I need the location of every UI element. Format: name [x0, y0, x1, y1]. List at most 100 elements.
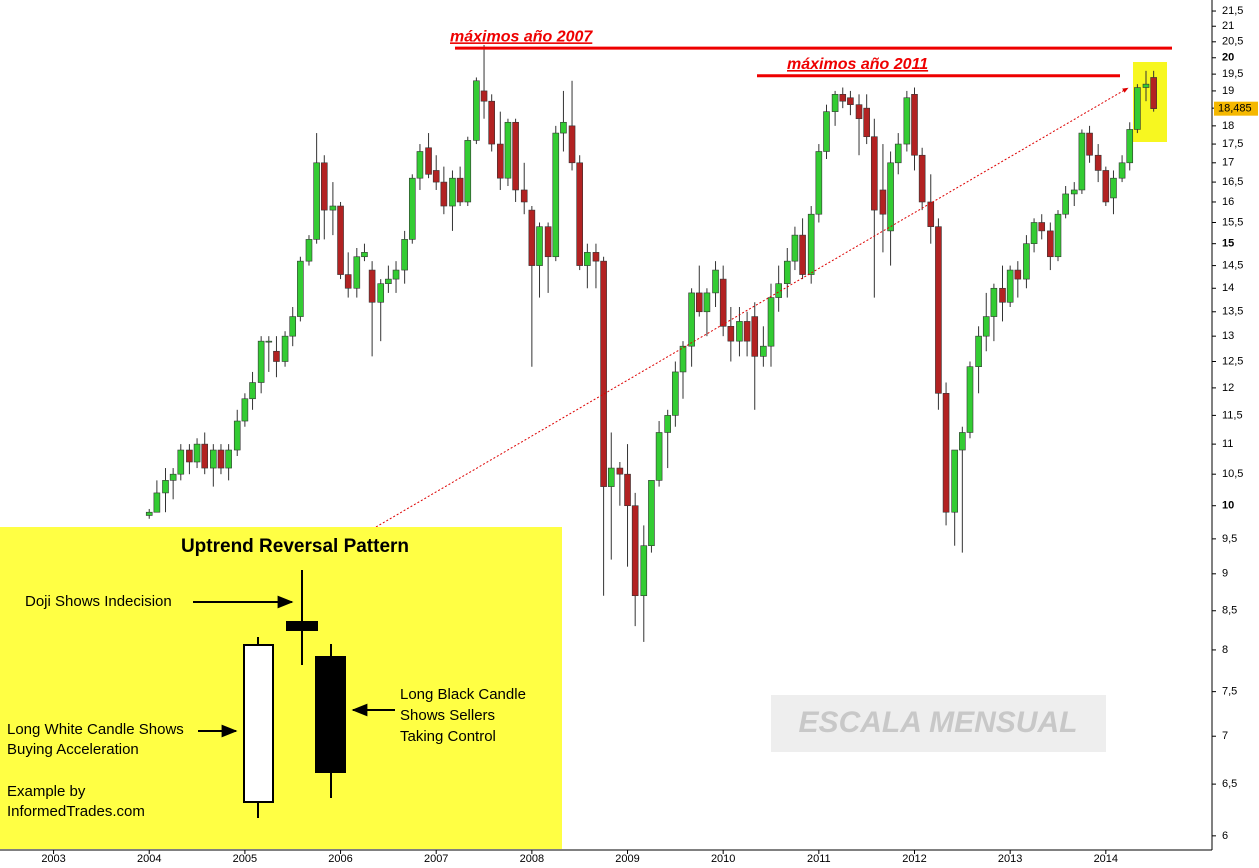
y-tick-label: 13,5	[1222, 306, 1243, 318]
candle-body	[217, 449, 225, 469]
white-body	[243, 644, 274, 803]
candle-body	[847, 97, 854, 105]
candle-body	[1086, 132, 1093, 156]
candle-body	[831, 94, 839, 112]
candle-body	[281, 335, 289, 362]
candle-body	[1142, 83, 1150, 88]
candle-body	[1126, 129, 1134, 164]
candle-body	[736, 321, 743, 342]
candle-body	[855, 104, 863, 120]
candle-body	[297, 260, 304, 317]
candle-body	[520, 189, 528, 203]
candle-body	[385, 278, 392, 284]
candle-body	[1006, 269, 1014, 303]
y-tick-label: 18	[1222, 120, 1234, 132]
y-tick-label: 11,5	[1222, 409, 1243, 421]
candle-body	[289, 316, 297, 337]
candle-body	[473, 80, 480, 141]
candle-body	[982, 316, 990, 337]
candle-body	[927, 201, 935, 227]
candle-body	[1054, 213, 1062, 258]
candle-body	[1047, 230, 1054, 258]
candle-body	[145, 511, 153, 516]
white-text: Long White Candle Shows	[7, 721, 184, 738]
candle-body	[273, 350, 280, 362]
candle-body	[1134, 87, 1141, 130]
x-tick-label: 2004	[137, 853, 161, 865]
black-body	[315, 656, 346, 773]
candle-body	[703, 292, 711, 313]
candle-body	[528, 209, 536, 266]
candle-body	[512, 121, 519, 191]
candle-body	[959, 432, 966, 451]
candle-body	[440, 181, 448, 207]
y-tick-label: 9	[1222, 568, 1228, 580]
candle-body	[233, 420, 241, 451]
candle-body	[911, 94, 918, 156]
y-tick-label: 9,5	[1222, 533, 1237, 545]
y-tick-label: 17	[1222, 157, 1234, 169]
candle-body	[344, 274, 352, 289]
candle-body	[767, 297, 775, 347]
candle-body	[1014, 269, 1022, 280]
y-tick-label: 12	[1222, 382, 1234, 394]
y-tick-label: 7	[1222, 730, 1228, 742]
candle-body	[193, 443, 201, 463]
x-tick-label: 2009	[615, 853, 639, 865]
y-tick-label: 6,5	[1222, 778, 1237, 790]
candle-body	[863, 107, 870, 138]
black-text: Taking Control	[400, 728, 496, 745]
candle-body	[1070, 189, 1078, 195]
y-tick-label: 10	[1222, 500, 1234, 512]
candle-body	[584, 252, 591, 266]
candle-body	[648, 480, 655, 547]
candle-body	[320, 162, 328, 211]
doji-body	[286, 621, 318, 631]
candle-body	[560, 121, 567, 134]
candle-body	[951, 449, 958, 513]
candles: máximos año 2007 máximos año 2011	[145, 28, 1172, 642]
candle-body	[751, 316, 759, 357]
candle-body	[552, 132, 560, 258]
candle-body	[1110, 177, 1117, 199]
candle-body	[480, 90, 488, 102]
candle-body	[265, 340, 273, 343]
candle-body	[640, 545, 648, 597]
annotation: máximos año 2011	[787, 56, 928, 73]
x-tick-label: 2008	[520, 853, 544, 865]
candle-body	[719, 278, 727, 327]
candle-body	[894, 143, 902, 164]
candle-body	[807, 213, 815, 275]
candle-body	[1150, 77, 1157, 109]
candle-body	[760, 345, 767, 357]
candle-body	[305, 239, 313, 262]
candle-body	[942, 392, 950, 513]
candle-body	[416, 151, 424, 179]
candle-body	[201, 443, 209, 469]
credit: Example by	[7, 783, 86, 800]
candle-body	[169, 473, 177, 481]
candle-body	[504, 121, 512, 179]
x-tick-label: 2010	[711, 853, 735, 865]
candle-body	[887, 162, 894, 232]
candle-body	[1038, 222, 1046, 232]
candle-body	[337, 205, 344, 275]
trend-line	[375, 87, 1129, 528]
y-tick-label: 20,5	[1222, 36, 1243, 48]
candle-body	[225, 449, 232, 469]
last-price-tag	[1214, 101, 1258, 116]
candle-body	[879, 189, 887, 215]
y-tick-label: 14,5	[1222, 259, 1243, 271]
candle-body	[903, 97, 911, 145]
candle-body	[464, 140, 472, 203]
candle-body	[162, 480, 169, 494]
doji-text: Doji Shows Indecision	[25, 593, 172, 610]
candle-body	[799, 234, 806, 275]
candle-body	[377, 283, 385, 303]
candle-body	[975, 335, 982, 368]
inset: Uptrend Reversal Pattern Doji Shows Inde…	[0, 527, 562, 849]
candle-body	[672, 371, 679, 416]
candle-body	[210, 449, 217, 469]
candle-body	[1030, 222, 1038, 244]
